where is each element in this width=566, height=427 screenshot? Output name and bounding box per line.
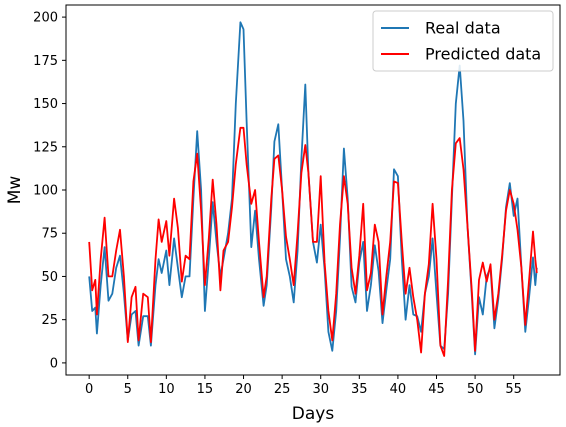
x-axis-label: Days bbox=[292, 404, 335, 424]
x-tick-label: 45 bbox=[428, 382, 445, 397]
y-tick-label: 75 bbox=[41, 227, 58, 242]
x-tick-label: 25 bbox=[274, 382, 291, 397]
x-axis-ticks: 0 5 10 15 20 25 30 35 40 45 50 55 bbox=[85, 375, 522, 397]
x-tick-label: 40 bbox=[390, 382, 407, 397]
x-tick-label: 35 bbox=[351, 382, 368, 397]
legend: Real data Predicted data bbox=[372, 10, 554, 72]
x-tick-label: 10 bbox=[158, 382, 175, 397]
y-tick-label: 175 bbox=[33, 54, 58, 69]
y-tick-label: 125 bbox=[33, 140, 58, 155]
x-tick-label: 15 bbox=[197, 382, 214, 397]
legend-label-1: Predicted data bbox=[425, 45, 541, 64]
x-tick-label: 30 bbox=[312, 382, 329, 397]
y-tick-label: 50 bbox=[41, 270, 58, 285]
x-tick-label: 55 bbox=[505, 382, 522, 397]
x-tick-label: 0 bbox=[85, 382, 93, 397]
y-axis-label: Mw bbox=[5, 176, 25, 205]
y-tick-label: 0 bbox=[50, 356, 58, 371]
x-tick-label: 50 bbox=[467, 382, 484, 397]
x-tick-label: 5 bbox=[124, 382, 132, 397]
y-axis-ticks: 0 25 50 75 100 125 150 175 200 bbox=[33, 11, 66, 371]
legend-box bbox=[372, 10, 554, 72]
y-tick-label: 25 bbox=[41, 313, 58, 328]
y-tick-label: 100 bbox=[33, 184, 58, 199]
plot-lines bbox=[88, 21, 538, 357]
y-tick-label: 150 bbox=[33, 97, 58, 112]
series-line-1 bbox=[88, 126, 538, 357]
legend-label-0: Real data bbox=[425, 19, 501, 38]
x-tick-label: 20 bbox=[235, 382, 252, 397]
y-tick-label: 200 bbox=[33, 11, 58, 26]
